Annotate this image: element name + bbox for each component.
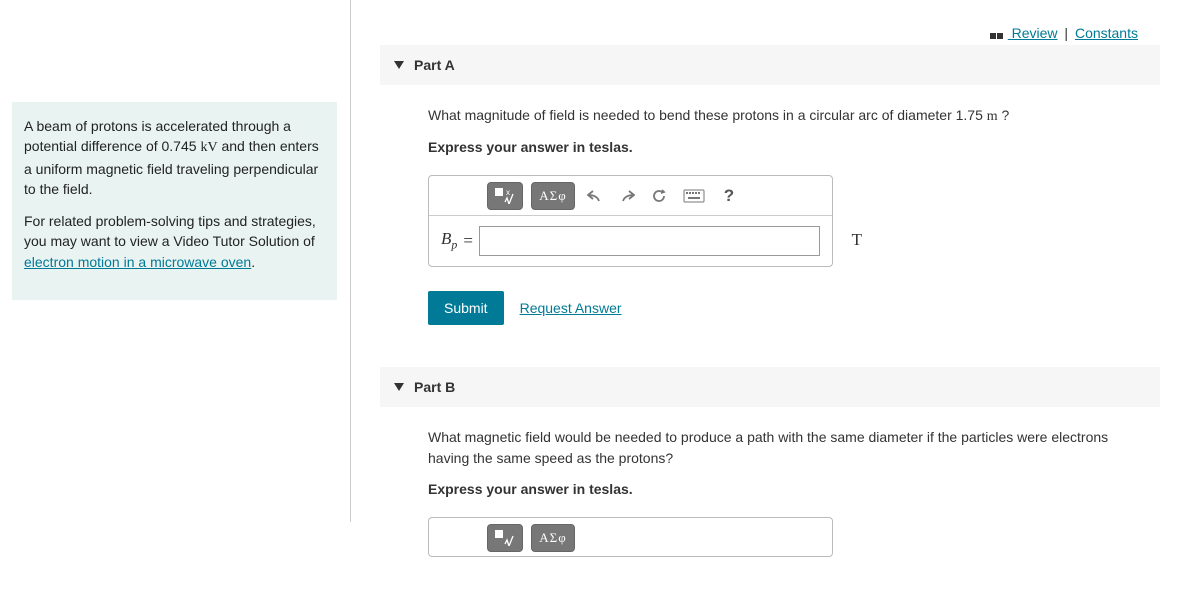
problem-statement: A beam of protons is accelerated through… — [24, 116, 325, 199]
unit-label: T — [852, 230, 862, 250]
greek-button[interactable]: ΑΣφ — [531, 524, 575, 552]
separator: | — [1064, 25, 1068, 41]
constants-link[interactable]: Constants — [1075, 25, 1138, 41]
undo-button[interactable] — [583, 184, 607, 208]
top-links: Review | Constants — [990, 25, 1138, 42]
answer-input[interactable] — [479, 226, 820, 256]
redo-button[interactable] — [615, 184, 639, 208]
review-icon — [990, 26, 1004, 42]
part-a-header[interactable]: Part A — [380, 45, 1160, 85]
svg-text:x: x — [506, 188, 510, 197]
value-toolbar: x ΑΣφ ? — [429, 176, 832, 216]
value-entry-box: x ΑΣφ ? — [428, 175, 833, 267]
review-link[interactable]: Review — [1008, 25, 1058, 41]
part-b-body: What magnetic field would be needed to p… — [380, 407, 1160, 605]
video-tutor-link[interactable]: electron motion in a microwave oven — [24, 254, 251, 270]
actions-row: Submit Request Answer — [428, 291, 1132, 325]
collapse-caret-icon — [394, 61, 404, 69]
help-button[interactable]: ? — [717, 184, 741, 208]
request-answer-link[interactable]: Request Answer — [520, 300, 622, 316]
part-a-question: What magnitude of field is needed to ben… — [428, 105, 1132, 127]
part-b-header[interactable]: Part B — [380, 367, 1160, 407]
part-b-question: What magnetic field would be needed to p… — [428, 427, 1132, 469]
hint-text: For related problem-solving tips and str… — [24, 211, 325, 272]
variable-label: Bp — [441, 229, 457, 252]
value-toolbar-b: ΑΣφ — [429, 518, 832, 557]
main-content: Part A What magnitude of field is needed… — [380, 45, 1160, 605]
templates-button[interactable]: x — [487, 182, 523, 210]
part-b-section: Part B What magnetic field would be need… — [380, 367, 1160, 605]
templates-button[interactable] — [487, 524, 523, 552]
keyboard-button[interactable] — [679, 184, 709, 208]
problem-sidebar: A beam of protons is accelerated through… — [12, 102, 337, 300]
part-b-title: Part B — [414, 379, 455, 395]
part-b-instruction: Express your answer in teslas. — [428, 481, 1132, 497]
reset-button[interactable] — [647, 184, 671, 208]
collapse-caret-icon — [394, 383, 404, 391]
vertical-divider — [350, 0, 351, 522]
value-entry-box-b: ΑΣφ — [428, 517, 833, 557]
answer-row: Bp = — [429, 216, 832, 266]
submit-button[interactable]: Submit — [428, 291, 504, 325]
equals-sign: = — [463, 231, 473, 251]
part-a-body: What magnitude of field is needed to ben… — [380, 85, 1160, 349]
greek-button[interactable]: ΑΣφ — [531, 182, 575, 210]
part-a-title: Part A — [414, 57, 455, 73]
part-a-instruction: Express your answer in teslas. — [428, 139, 1132, 155]
